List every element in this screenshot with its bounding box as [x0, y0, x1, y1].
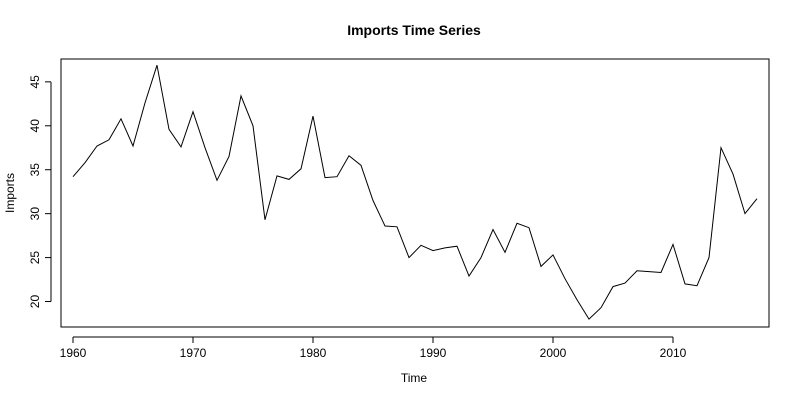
data-point [336, 175, 339, 178]
data-point [468, 275, 471, 278]
x-axis: 1960 1970 1980 1990 2000 2010 [60, 336, 687, 360]
data-point [348, 154, 351, 157]
data-point [168, 128, 171, 131]
chart-title: Imports Time Series [347, 22, 481, 38]
data-point [228, 155, 231, 158]
data-point [252, 124, 255, 127]
data-point [384, 224, 387, 227]
data-point [612, 285, 615, 288]
data-point [216, 179, 219, 182]
series-layer [72, 64, 759, 321]
data-point [132, 144, 135, 147]
data-point [240, 94, 243, 97]
x-tick-label: 1990 [420, 346, 447, 360]
data-point [696, 284, 699, 287]
x-tick-label: 2000 [540, 346, 567, 360]
data-point [420, 244, 423, 247]
y-tick-label: 20 [28, 295, 42, 309]
y-tick-label: 25 [28, 251, 42, 265]
data-point [456, 245, 459, 248]
data-point [744, 212, 747, 215]
y-tick-label: 30 [28, 207, 42, 221]
data-point [636, 269, 639, 272]
data-point [480, 256, 483, 259]
data-point [528, 226, 531, 229]
data-point [180, 145, 183, 148]
data-point [276, 174, 279, 177]
data-point [432, 249, 435, 252]
data-point [516, 222, 519, 225]
data-point [552, 253, 555, 256]
data-point [588, 318, 591, 321]
data-point [288, 178, 291, 181]
y-tick-label: 40 [28, 119, 42, 133]
data-point [540, 265, 543, 268]
x-tick-label: 1980 [300, 346, 327, 360]
x-tick-label: 2010 [660, 346, 687, 360]
series-line [72, 65, 758, 320]
x-tick-label: 1970 [180, 346, 207, 360]
data-point [360, 164, 363, 167]
y-axis-label: Imports [3, 173, 17, 213]
data-point [396, 225, 399, 228]
plot-area-frame [60, 58, 770, 328]
data-point [504, 251, 507, 254]
data-point [120, 117, 123, 120]
data-point [72, 175, 75, 178]
y-tick-label: 35 [28, 163, 42, 177]
data-point [720, 146, 723, 149]
data-point [600, 306, 603, 309]
data-point [444, 246, 447, 249]
x-axis-label: Time [401, 371, 428, 385]
data-point [708, 256, 711, 259]
data-point [324, 176, 327, 179]
data-point [96, 144, 99, 147]
data-point [84, 161, 87, 164]
data-point [492, 228, 495, 231]
data-point [684, 282, 687, 285]
data-point [204, 146, 207, 149]
data-point [732, 173, 735, 176]
data-point [108, 138, 111, 141]
data-point [192, 110, 195, 113]
data-point [312, 115, 315, 118]
data-point [144, 101, 147, 104]
y-tick-label: 45 [28, 75, 42, 89]
data-point [576, 298, 579, 301]
data-point [408, 256, 411, 259]
data-point [756, 197, 759, 200]
data-point [648, 270, 651, 273]
data-point [564, 277, 567, 280]
data-point [156, 64, 159, 67]
x-tick-label: 1960 [60, 346, 87, 360]
data-point [300, 167, 303, 170]
data-point [624, 282, 627, 285]
data-point [264, 218, 267, 221]
data-point [672, 243, 675, 246]
data-point [660, 271, 663, 274]
y-axis: 20 25 30 35 40 45 [28, 75, 52, 309]
data-point [372, 199, 375, 202]
